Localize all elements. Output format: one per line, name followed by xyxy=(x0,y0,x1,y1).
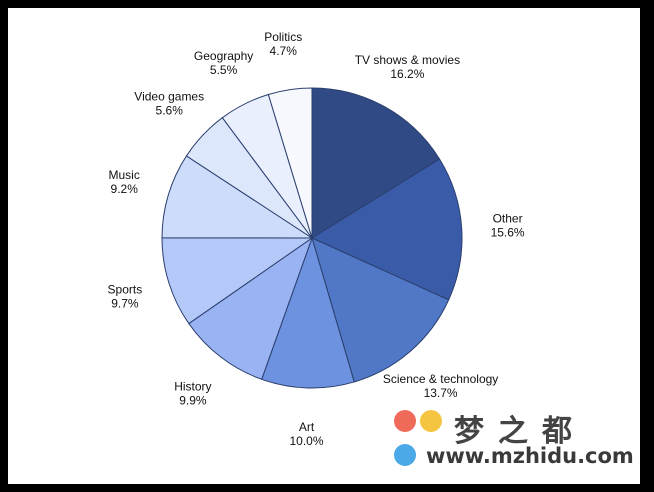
slice-percent: 15.6% xyxy=(491,225,525,239)
slice-name: Science & technology xyxy=(383,372,498,386)
yellow-bubble-icon xyxy=(420,410,442,432)
pie-labels: TV shows & movies 16.2% Other 15.6% Science … xyxy=(108,30,525,448)
slice-percent: 9.2% xyxy=(111,182,139,196)
watermark: 梦之都 www.mzhidu.com xyxy=(390,406,634,476)
slice-name: Sports xyxy=(108,283,143,297)
slice-name: Other xyxy=(493,211,523,225)
slice-percent: 16.2% xyxy=(390,67,424,81)
slice-label-science-and-technology: Science & technology 13.7% xyxy=(383,372,498,400)
slice-name: Music xyxy=(109,168,140,182)
slice-percent: 5.6% xyxy=(156,104,184,118)
slice-percent: 9.7% xyxy=(111,297,139,311)
slice-label-art: Art 10.0% xyxy=(289,420,323,448)
pie-slices xyxy=(161,87,463,389)
slice-label-video-games: Video games 5.6% xyxy=(134,90,204,118)
slice-label-other: Other 15.6% xyxy=(491,211,525,239)
blue-bubble-icon xyxy=(394,444,416,466)
pie-slice-sports xyxy=(161,237,314,325)
slice-percent: 4.7% xyxy=(270,44,298,58)
pie-chart: TV shows & movies 16.2% Other 15.6% Science … xyxy=(108,30,525,448)
red-bubble-icon xyxy=(394,410,416,432)
slice-label-tv-shows-and-movies: TV shows & movies 16.2% xyxy=(355,53,460,81)
slice-name: Art xyxy=(299,420,315,434)
pie-slice-science-and-technology xyxy=(311,237,450,383)
watermark-title: 梦之都 xyxy=(454,414,586,449)
slice-label-history: History 9.9% xyxy=(174,380,211,408)
slice-name: History xyxy=(174,380,211,394)
slice-name: TV shows & movies xyxy=(355,53,460,67)
watermark-url: www.mzhidu.com xyxy=(426,444,634,468)
pie-slice-art xyxy=(261,236,355,389)
pie-slice-politics xyxy=(267,87,313,239)
slice-name: Politics xyxy=(264,30,302,44)
slice-percent: 9.9% xyxy=(179,394,207,408)
slice-label-music: Music 9.2% xyxy=(109,168,140,196)
slice-name: Video games xyxy=(134,90,204,104)
slice-percent: 10.0% xyxy=(289,434,323,448)
slice-name: Geography xyxy=(194,49,253,63)
slice-label-sports: Sports 9.7% xyxy=(108,283,143,311)
pie-slice-history xyxy=(188,236,313,380)
chart-panel: TV shows & movies 16.2% Other 15.6% Science … xyxy=(8,8,640,484)
slice-percent: 13.7% xyxy=(424,386,458,400)
pie-slice-music xyxy=(161,155,314,239)
pie-slice-tv-shows-and-movies xyxy=(311,87,441,239)
pie-slice-other xyxy=(310,158,463,301)
slice-label-politics: Politics 4.7% xyxy=(264,30,302,58)
slice-label-geography: Geography 5.5% xyxy=(194,49,253,77)
slice-percent: 5.5% xyxy=(210,63,238,77)
